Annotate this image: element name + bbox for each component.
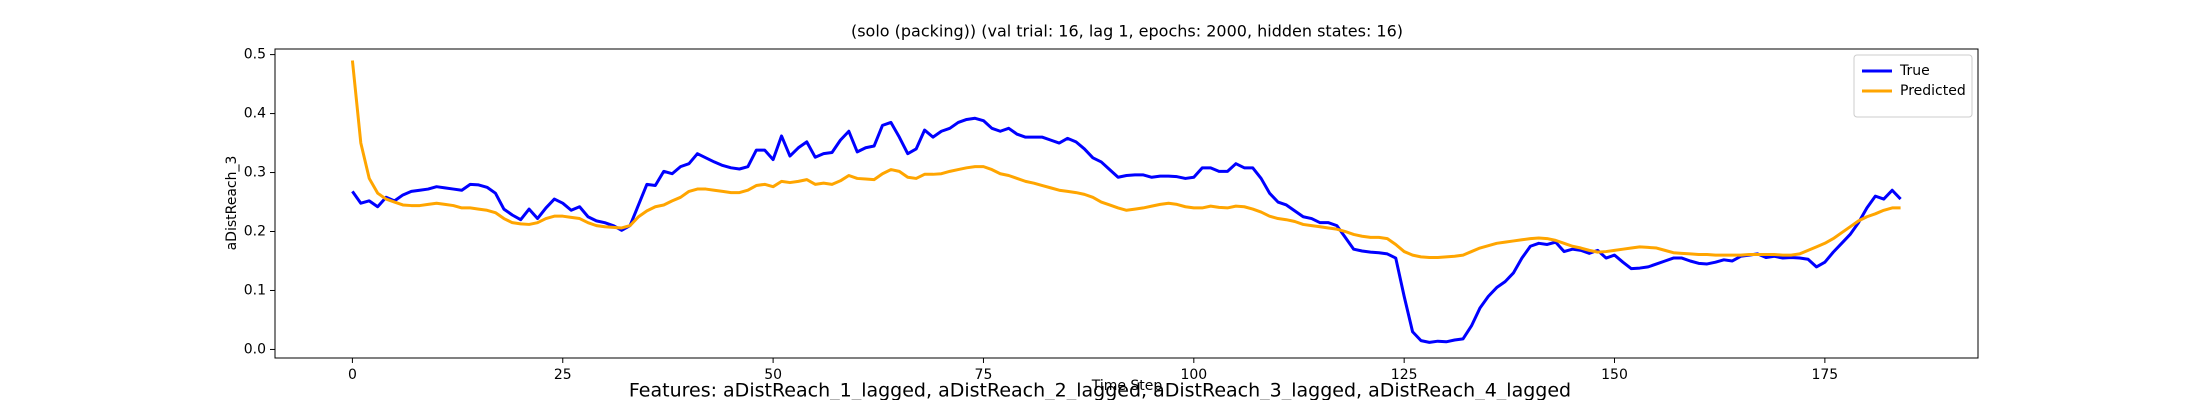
y-tick-label: 0.2 — [244, 224, 266, 240]
y-tick-label: 0.5 — [244, 47, 266, 63]
x-tick-label: 50 — [764, 367, 782, 383]
plot-frame — [274, 48, 1979, 359]
chart-title: (solo (packing)) (val trial: 16, lag 1, … — [851, 22, 1403, 41]
legend-label: Predicted — [1900, 83, 1966, 99]
line-series — [350, 60, 1901, 259]
x-tick-label: 0 — [348, 367, 357, 383]
x-tick-label: 125 — [1391, 367, 1418, 383]
y-tick-label: 0.1 — [244, 282, 266, 298]
x-tick-label: 150 — [1601, 367, 1628, 383]
y-tick-label: 0.3 — [244, 165, 266, 181]
caption: Features: aDistReach_1_lagged, aDistReac… — [629, 380, 1571, 400]
x-axis-label: Time Step — [1091, 378, 1163, 394]
x-tick-label: 100 — [1180, 367, 1207, 383]
x-tick-label: 25 — [554, 367, 572, 383]
line-series — [351, 116, 1902, 344]
x-tick-label: 75 — [975, 367, 993, 383]
y-tick-label: 0.0 — [244, 341, 266, 357]
y-axis-label: aDistReach_3 — [224, 156, 240, 251]
legend-label: True — [1899, 63, 1930, 79]
y-tick-label: 0.4 — [244, 106, 266, 122]
x-tick-label: 175 — [1811, 367, 1838, 383]
